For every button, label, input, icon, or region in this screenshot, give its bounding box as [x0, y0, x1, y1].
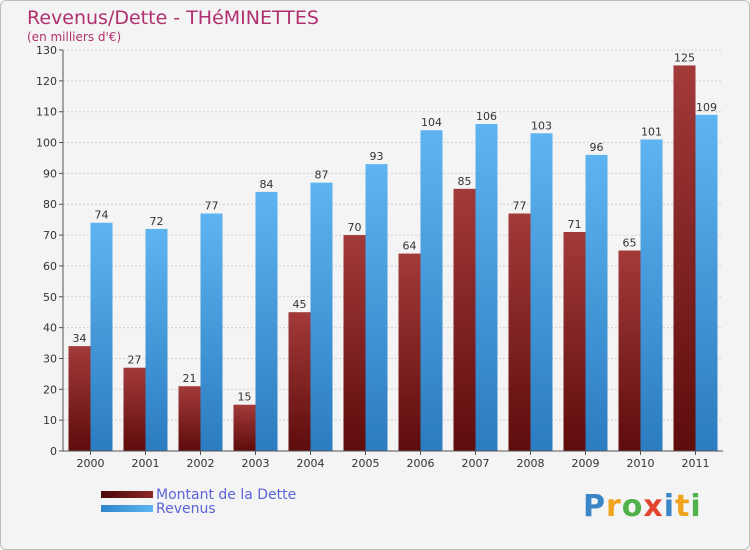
data-label-debt: 85 [458, 175, 472, 188]
bar-revenue [255, 191, 278, 451]
data-label-debt: 71 [568, 218, 582, 231]
bar-debt [453, 188, 476, 452]
data-label-debt: 27 [128, 354, 142, 367]
bar-debt [68, 346, 91, 451]
bar-revenue [530, 133, 553, 452]
legend-label-debt: Montant de la Dette [156, 487, 297, 503]
data-label-debt: 34 [73, 332, 87, 345]
logo-letter: i [690, 489, 702, 524]
y-tick-label: 80 [43, 198, 57, 211]
x-tick-label: 2007 [462, 457, 490, 470]
y-tick-label: 50 [43, 291, 57, 304]
bar-debt [288, 312, 311, 451]
x-tick-label: 2000 [77, 457, 105, 470]
x-tick-label: 2006 [407, 457, 435, 470]
data-label-revenue: 74 [95, 209, 109, 222]
data-label-debt: 65 [623, 237, 637, 250]
logo-letter: i [663, 489, 676, 524]
data-label-revenue: 72 [150, 215, 164, 228]
bar-revenue [200, 213, 223, 451]
bar-revenue [640, 139, 663, 451]
legend-label-revenue: Revenus [156, 501, 216, 517]
chart-subtitle: (en milliers d'€) [27, 30, 122, 44]
bar-revenue [310, 182, 333, 451]
legend-swatch-revenue [101, 505, 153, 512]
bar-revenue [365, 164, 388, 451]
x-tick-label: 2011 [682, 457, 710, 470]
y-tick-label: 40 [43, 322, 57, 335]
x-tick-label: 2005 [352, 457, 380, 470]
bar-revenue [145, 228, 168, 451]
logo-letter: r [606, 489, 622, 524]
data-label-debt: 21 [183, 372, 197, 385]
y-tick-label: 130 [36, 44, 57, 57]
data-label-revenue: 77 [205, 199, 219, 212]
y-tick-label: 120 [36, 75, 57, 88]
bar-debt [563, 231, 586, 451]
logo-letter: P [583, 489, 606, 524]
bar-revenue [90, 222, 113, 451]
data-label-debt: 125 [674, 51, 695, 64]
data-label-revenue: 109 [696, 101, 717, 114]
bar-revenue [585, 154, 608, 451]
bar-debt [673, 65, 696, 451]
bar-debt [508, 213, 531, 451]
bar-revenue [420, 130, 443, 451]
y-tick-label: 0 [50, 445, 57, 458]
y-tick-label: 20 [43, 383, 57, 396]
y-tick-label: 30 [43, 352, 57, 365]
logo-letter: o [621, 489, 644, 524]
data-label-revenue: 104 [421, 116, 442, 129]
data-label-revenue: 87 [315, 169, 329, 182]
x-tick-label: 2009 [572, 457, 600, 470]
proxiti-logo: Proxiti [583, 489, 702, 524]
data-label-revenue: 96 [590, 141, 604, 154]
y-tick-label: 110 [36, 106, 57, 119]
logo-letter: t [675, 489, 691, 524]
plot-area [63, 50, 723, 451]
bar-revenue [475, 124, 498, 452]
bar-debt [123, 367, 146, 451]
x-tick-label: 2003 [242, 457, 270, 470]
y-tick-label: 90 [43, 167, 57, 180]
data-label-debt: 70 [348, 221, 362, 234]
data-label-debt: 64 [403, 240, 417, 253]
logo-letter: x [643, 489, 664, 524]
data-label-revenue: 106 [476, 110, 497, 123]
bars: 34 74 27 72 21 77 15 84 45 87 70 93 64 104 85 106 77 103 7… [68, 51, 718, 452]
chart-title: Revenus/Dette - THéMINETTES [27, 7, 319, 29]
x-tick-label: 2010 [627, 457, 655, 470]
bar-debt [343, 235, 366, 451]
bar-debt [233, 404, 256, 451]
x-tick-label: 2002 [187, 457, 215, 470]
data-label-revenue: 103 [531, 119, 552, 132]
y-tick-label: 60 [43, 260, 57, 273]
x-tick-label: 2004 [297, 457, 325, 470]
bar-revenue [695, 114, 718, 452]
legend-swatch-debt [101, 491, 153, 498]
y-tick-label: 70 [43, 229, 57, 242]
data-label-revenue: 101 [641, 125, 662, 138]
data-label-revenue: 84 [260, 178, 274, 191]
x-tick-label: 2001 [132, 457, 160, 470]
x-tick-label: 2008 [517, 457, 545, 470]
bar-debt [178, 386, 201, 451]
grid-lines [63, 49, 723, 452]
y-tick-label: 100 [36, 137, 57, 150]
data-label-debt: 77 [513, 199, 527, 212]
bar-debt [618, 250, 641, 451]
data-label-debt: 15 [238, 391, 252, 404]
data-label-revenue: 93 [370, 150, 384, 163]
axes: 0 10 20 30 40 50 60 70 80 90 100 110 120 130 2000 2001 2… [36, 44, 723, 470]
y-tick-label: 10 [43, 414, 57, 427]
bar-debt [398, 253, 421, 451]
data-label-debt: 45 [293, 298, 307, 311]
